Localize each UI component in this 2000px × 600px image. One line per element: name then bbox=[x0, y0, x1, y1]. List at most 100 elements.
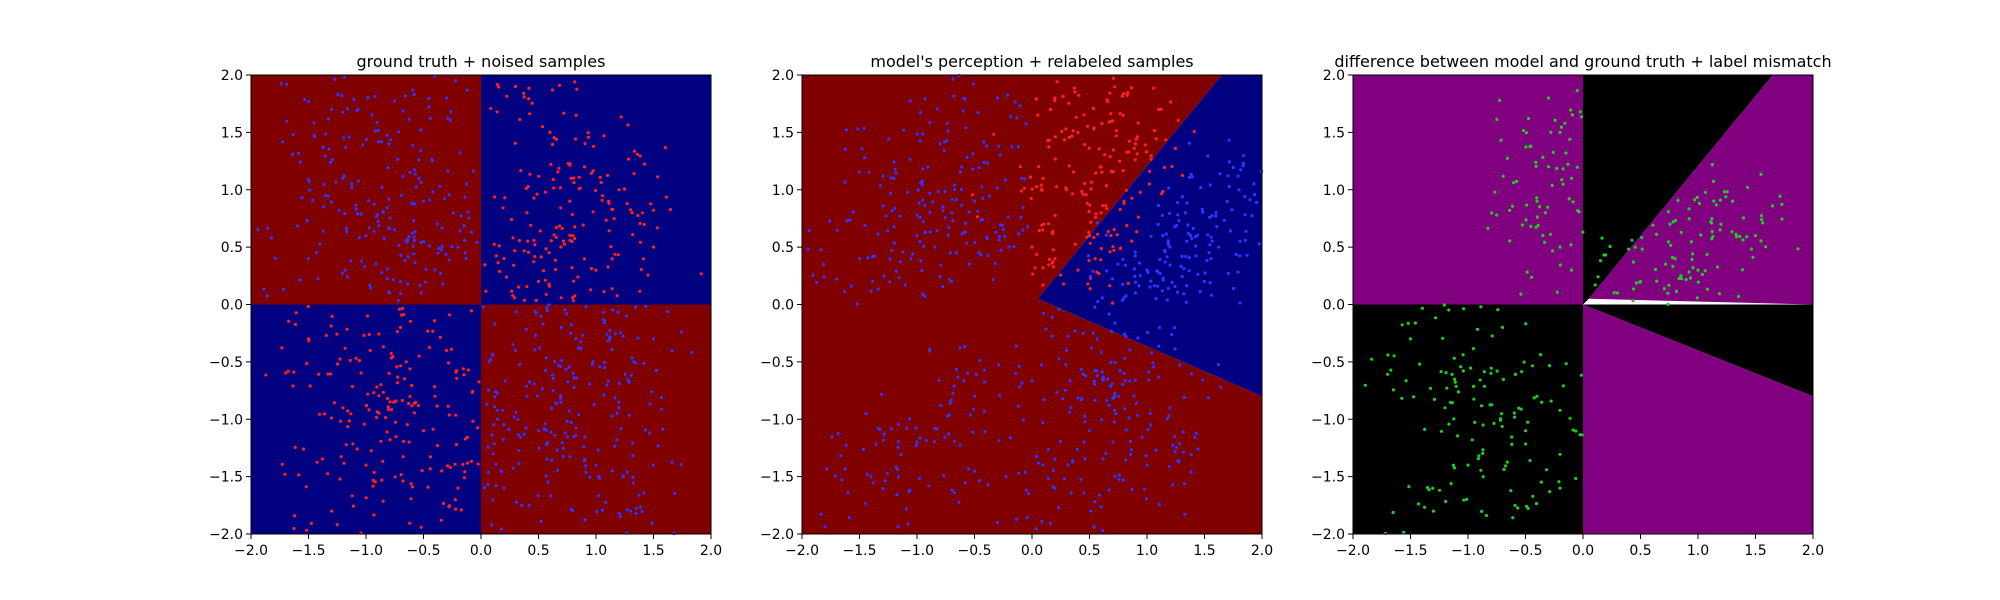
panel-2-series-1-point-17 bbox=[1202, 279, 1207, 284]
panel-2-series-1-point-657 bbox=[933, 426, 937, 430]
panel-1-xtick-label-7: 1.5 bbox=[642, 543, 664, 559]
panel-1-series-1-point-527 bbox=[396, 299, 400, 303]
panel-3-series-0-point-191 bbox=[1418, 362, 1422, 366]
panel-1-series-1-point-160 bbox=[660, 427, 665, 431]
panel-2-series-1-point-214 bbox=[943, 190, 947, 194]
panel-3-series-0-point-319 bbox=[1452, 466, 1456, 470]
panel-2-series-1-point-416 bbox=[963, 97, 967, 101]
panel-2-series-1-point-718 bbox=[1128, 439, 1132, 444]
panel-2-series-0-point-246 bbox=[1176, 118, 1180, 122]
panel-2-series-1-point-323 bbox=[857, 170, 861, 174]
panel-1-series-0-point-87 bbox=[465, 435, 470, 439]
panel-2-series-0-point-200 bbox=[1031, 272, 1035, 276]
panel-2-series-1-point-460 bbox=[915, 213, 919, 217]
panel-3-series-0-point-141 bbox=[1495, 213, 1499, 217]
panel-2-series-1-point-240 bbox=[1208, 215, 1212, 219]
panel-3-series-0-point-40 bbox=[1715, 265, 1720, 269]
panel-1-series-1-point-246 bbox=[464, 256, 468, 260]
panel-2-series-1-point-452 bbox=[894, 171, 898, 175]
panel-1-series-1-point-406 bbox=[555, 448, 559, 452]
panel-2-series-1-point-567 bbox=[1104, 451, 1108, 455]
panel-2-series-1-point-596 bbox=[1114, 412, 1118, 416]
panel-1-series-0-point-402 bbox=[386, 396, 390, 401]
panel-2-series-1-point-313 bbox=[920, 268, 924, 273]
panel-1-series-0-point-67 bbox=[501, 206, 505, 210]
panel-1-xtick-label-0: −2.0 bbox=[234, 543, 268, 559]
panel-1-series-1-point-129 bbox=[634, 305, 638, 309]
panel-2-series-1-point-549 bbox=[1243, 194, 1247, 199]
panel-1-series-1-point-253 bbox=[615, 438, 619, 442]
panel-2-series-1-point-249 bbox=[1075, 447, 1079, 451]
panel-3-series-0-point-244 bbox=[1508, 239, 1512, 243]
panel-2-series-1-point-293 bbox=[1170, 333, 1174, 337]
panel-3-series-0-point-280 bbox=[1653, 267, 1657, 272]
panel-1-series-0-point-21 bbox=[283, 472, 287, 476]
panel-1-series-1-point-51 bbox=[553, 433, 557, 437]
panel-1-series-1-point-372 bbox=[566, 435, 570, 439]
panel-2-series-1-point-200 bbox=[908, 157, 912, 161]
panel-1-series-0-point-457 bbox=[547, 284, 552, 288]
panel-1-series-1-point-149 bbox=[372, 229, 376, 233]
panel-2-series-1-point-384 bbox=[1167, 186, 1171, 190]
panel-1-series-1-point-167 bbox=[328, 160, 333, 164]
panel-2-series-1-point-712 bbox=[1145, 330, 1149, 335]
panel-1-series-1-point-476 bbox=[571, 509, 575, 513]
panel-2-series-1-point-380 bbox=[996, 144, 1001, 148]
panel-1-series-0-point-182 bbox=[607, 229, 611, 233]
panel-2-series-0-point-175 bbox=[1119, 246, 1123, 250]
panel-2-series-1-point-693 bbox=[1041, 463, 1045, 467]
panel-3-series-0-point-268 bbox=[1535, 196, 1539, 200]
panel-1-series-0-point-231 bbox=[552, 136, 556, 140]
panel-2-series-1-point-285 bbox=[1107, 403, 1111, 407]
panel-2-series-1-point-62 bbox=[1128, 379, 1132, 383]
panel-2-series-1-point-208 bbox=[1073, 329, 1077, 333]
panel-1-series-1-point-15 bbox=[502, 486, 506, 490]
panel-2-series-1-point-125 bbox=[943, 435, 947, 440]
panel-2-series-1-point-344 bbox=[849, 284, 853, 288]
panel-2-series-1-point-689 bbox=[1090, 346, 1094, 350]
panel-3-series-0-point-73 bbox=[1569, 108, 1573, 112]
panel-2-series-1-point-166 bbox=[881, 487, 885, 491]
panel-2-series-1-point-743 bbox=[1124, 294, 1128, 298]
panel-2-series-1-point-646 bbox=[1173, 449, 1177, 454]
panel-2-series-1-point-666 bbox=[942, 148, 946, 153]
panel-2-series-0-point-81 bbox=[1109, 233, 1113, 238]
panel-3-series-0-point-204 bbox=[1439, 429, 1444, 433]
panel-2-xtick-label-0: −2.0 bbox=[785, 543, 819, 559]
panel-3-series-0-point-85 bbox=[1579, 373, 1583, 377]
panel-3-series-0-point-233 bbox=[1501, 174, 1505, 178]
panel-1-series-1-point-25 bbox=[582, 445, 586, 449]
panel-1-series-0-point-64 bbox=[347, 419, 352, 423]
panel-1-series-0-point-139 bbox=[338, 357, 342, 361]
panel-3-series-0-point-262 bbox=[1549, 399, 1553, 403]
panel-3-series-0-point-388 bbox=[1459, 365, 1463, 369]
panel-1-series-0-point-48 bbox=[426, 485, 430, 489]
panel-2-series-0-point-229 bbox=[1039, 183, 1043, 187]
panel-1-series-0-point-3 bbox=[617, 188, 621, 192]
panel-2-series-1-point-211 bbox=[1005, 93, 1010, 97]
panel-2-series-1-point-742 bbox=[1206, 396, 1210, 400]
panel-2-series-1-point-3 bbox=[972, 199, 977, 203]
panel-2-series-1-point-245 bbox=[1168, 263, 1172, 267]
panel-1-series-0-point-199 bbox=[477, 380, 481, 384]
panel-2-series-0-point-225 bbox=[1059, 273, 1063, 277]
panel-1-series-0-point-461 bbox=[663, 145, 668, 150]
panel-3-series-0-point-223 bbox=[1499, 138, 1503, 142]
panel-3-region-5 bbox=[1583, 304, 1813, 534]
panel-2-series-1-point-570 bbox=[951, 219, 955, 223]
panel-2-series-1-point-152 bbox=[1136, 336, 1140, 340]
panel-1-series-0-point-345 bbox=[557, 83, 562, 87]
panel-1-series-1-point-122 bbox=[545, 457, 549, 461]
panel-2-series-1-point-217 bbox=[1016, 145, 1020, 149]
panel-1-series-1-point-455 bbox=[544, 368, 548, 373]
panel-1-series-0-point-433 bbox=[641, 257, 646, 261]
panel-2-series-1-point-160 bbox=[1161, 234, 1165, 238]
panel-3-series-0-point-277 bbox=[1512, 181, 1516, 185]
panel-2-series-1-point-26 bbox=[1231, 287, 1236, 291]
panel-2-series-1-point-252 bbox=[1113, 392, 1117, 396]
panel-3-series-0-point-8 bbox=[1443, 406, 1447, 410]
panel-1-series-0-point-324 bbox=[611, 207, 615, 211]
panel-1-series-1-point-513 bbox=[621, 475, 625, 479]
panel-2-series-1-point-515 bbox=[982, 140, 986, 144]
panel-1-series-1-point-525 bbox=[595, 510, 599, 514]
